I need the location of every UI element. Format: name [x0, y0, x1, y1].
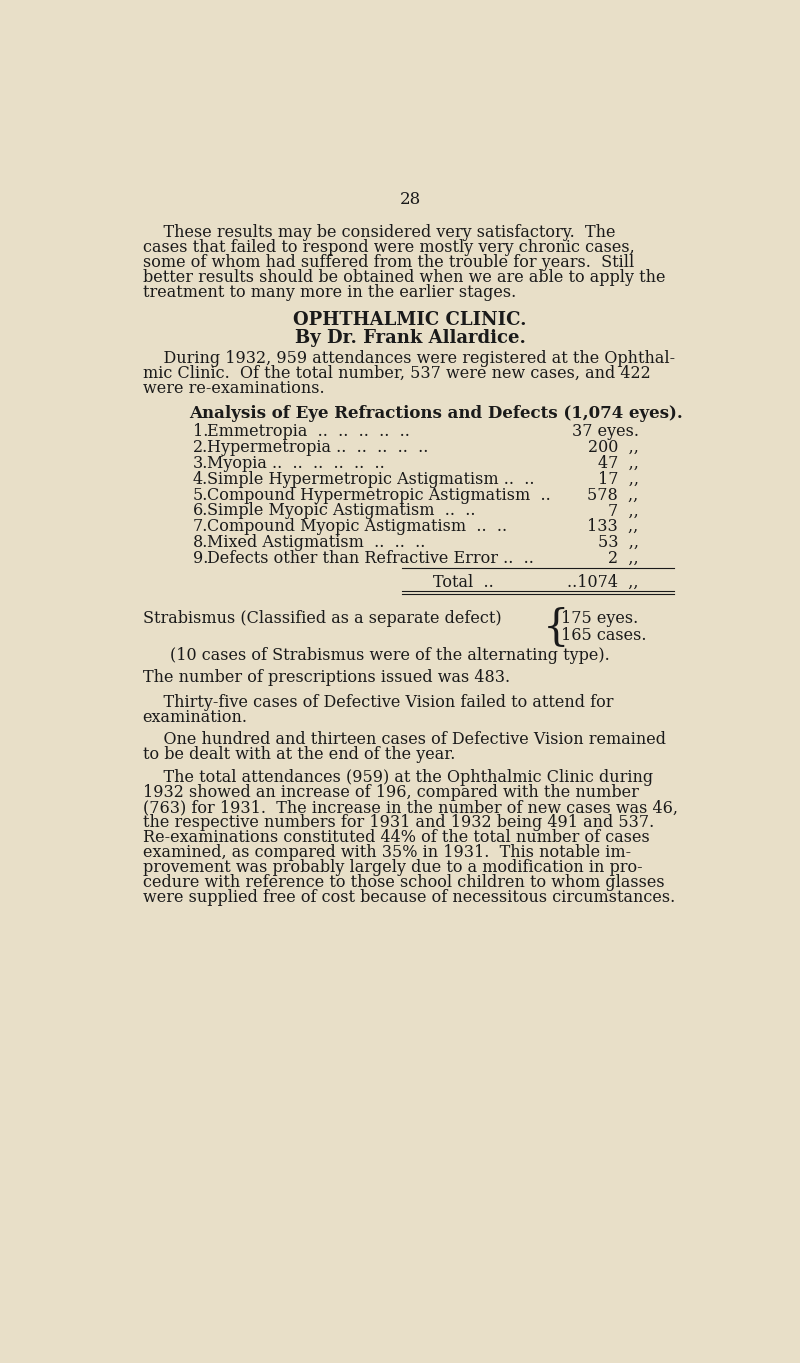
- Text: Strabismus (Classified as a separate defect): Strabismus (Classified as a separate def…: [142, 609, 502, 627]
- Text: Defects other than Refractive Error ..  ..: Defects other than Refractive Error .. .…: [207, 549, 534, 567]
- Text: {: {: [543, 607, 570, 649]
- Text: 28: 28: [399, 191, 421, 207]
- Text: 9.: 9.: [193, 549, 208, 567]
- Text: Compound Myopic Astigmatism  ..  ..: Compound Myopic Astigmatism .. ..: [207, 518, 507, 536]
- Text: Hypermetropia ..  ..  ..  ..  ..: Hypermetropia .. .. .. .. ..: [207, 439, 428, 457]
- Text: some of whom had suffered from the trouble for years.  Still: some of whom had suffered from the troub…: [142, 254, 634, 271]
- Text: Thirty-five cases of Defective Vision failed to attend for: Thirty-five cases of Defective Vision fa…: [142, 694, 613, 710]
- Text: 2.: 2.: [193, 439, 208, 457]
- Text: examination.: examination.: [142, 709, 248, 725]
- Text: better results should be obtained when we are able to apply the: better results should be obtained when w…: [142, 269, 665, 286]
- Text: Total  ..: Total ..: [434, 574, 494, 592]
- Text: Simple Hypermetropic Astigmatism ..  ..: Simple Hypermetropic Astigmatism .. ..: [207, 470, 534, 488]
- Text: were supplied free of cost because of necessitous circumstances.: were supplied free of cost because of ne…: [142, 889, 675, 906]
- Text: 6.: 6.: [193, 503, 208, 519]
- Text: One hundred and thirteen cases of Defective Vision remained: One hundred and thirteen cases of Defect…: [142, 732, 666, 748]
- Text: mic Clinic.  Of the total number, 537 were new cases, and 422: mic Clinic. Of the total number, 537 wer…: [142, 364, 650, 382]
- Text: Re-examinations constituted 44% of the total number of cases: Re-examinations constituted 44% of the t…: [142, 829, 650, 846]
- Text: These results may be considered very satisfactory.  The: These results may be considered very sat…: [142, 224, 615, 241]
- Text: Analysis of Eye Refractions and Defects (1,074 eyes).: Analysis of Eye Refractions and Defects …: [189, 405, 683, 423]
- Text: 7.: 7.: [193, 518, 208, 536]
- Text: 3.: 3.: [193, 455, 208, 472]
- Text: 175 eyes.: 175 eyes.: [561, 609, 638, 627]
- Text: 2  ,,: 2 ,,: [608, 549, 638, 567]
- Text: examined, as compared with 35% in 1931.  This notable im-: examined, as compared with 35% in 1931. …: [142, 844, 630, 861]
- Text: 578  ,,: 578 ,,: [587, 487, 638, 503]
- Text: 165 cases.: 165 cases.: [561, 627, 646, 643]
- Text: 7  ,,: 7 ,,: [608, 503, 638, 519]
- Text: (10 cases of Strabismus were of the alternating type).: (10 cases of Strabismus were of the alte…: [170, 646, 610, 664]
- Text: 1.: 1.: [193, 424, 208, 440]
- Text: to be dealt with at the end of the year.: to be dealt with at the end of the year.: [142, 747, 455, 763]
- Text: treatment to many more in the earlier stages.: treatment to many more in the earlier st…: [142, 284, 516, 301]
- Text: ..1074  ,,: ..1074 ,,: [567, 574, 638, 592]
- Text: Myopia ..  ..  ..  ..  ..  ..: Myopia .. .. .. .. .. ..: [207, 455, 385, 472]
- Text: OPHTHALMIC CLINIC.: OPHTHALMIC CLINIC.: [294, 311, 526, 328]
- Text: 200  ,,: 200 ,,: [588, 439, 638, 457]
- Text: By Dr. Frank Allardice.: By Dr. Frank Allardice.: [294, 330, 526, 348]
- Text: The number of prescriptions issued was 483.: The number of prescriptions issued was 4…: [142, 669, 510, 687]
- Text: 17  ,,: 17 ,,: [598, 470, 638, 488]
- Text: provement was probably largely due to a modification in pro-: provement was probably largely due to a …: [142, 859, 642, 876]
- Text: 37 eyes.: 37 eyes.: [572, 424, 638, 440]
- Text: 4.: 4.: [193, 470, 208, 488]
- Text: Simple Myopic Astigmatism  ..  ..: Simple Myopic Astigmatism .. ..: [207, 503, 475, 519]
- Text: 53  ,,: 53 ,,: [598, 534, 638, 551]
- Text: 5.: 5.: [193, 487, 208, 503]
- Text: cases that failed to respond were mostly very chronic cases,: cases that failed to respond were mostly…: [142, 239, 634, 256]
- Text: 8.: 8.: [193, 534, 208, 551]
- Text: During 1932, 959 attendances were registered at the Ophthal-: During 1932, 959 attendances were regist…: [142, 349, 674, 367]
- Text: Emmetropia  ..  ..  ..  ..  ..: Emmetropia .. .. .. .. ..: [207, 424, 410, 440]
- Text: 47  ,,: 47 ,,: [598, 455, 638, 472]
- Text: Compound Hypermetropic Astigmatism  ..: Compound Hypermetropic Astigmatism ..: [207, 487, 550, 503]
- Text: 133  ,,: 133 ,,: [587, 518, 638, 536]
- Text: The total attendances (959) at the Ophthalmic Clinic during: The total attendances (959) at the Ophth…: [142, 769, 653, 786]
- Text: were re-examinations.: were re-examinations.: [142, 379, 324, 397]
- Text: 1932 showed an increase of 196, compared with the number: 1932 showed an increase of 196, compared…: [142, 784, 638, 801]
- Text: the respective numbers for 1931 and 1932 being 491 and 537.: the respective numbers for 1931 and 1932…: [142, 814, 654, 831]
- Text: cedure with reference to those school children to whom glasses: cedure with reference to those school ch…: [142, 874, 664, 891]
- Text: Mixed Astigmatism  ..  ..  ..: Mixed Astigmatism .. .. ..: [207, 534, 426, 551]
- Text: (763) for 1931.  The increase in the number of new cases was 46,: (763) for 1931. The increase in the numb…: [142, 799, 678, 816]
